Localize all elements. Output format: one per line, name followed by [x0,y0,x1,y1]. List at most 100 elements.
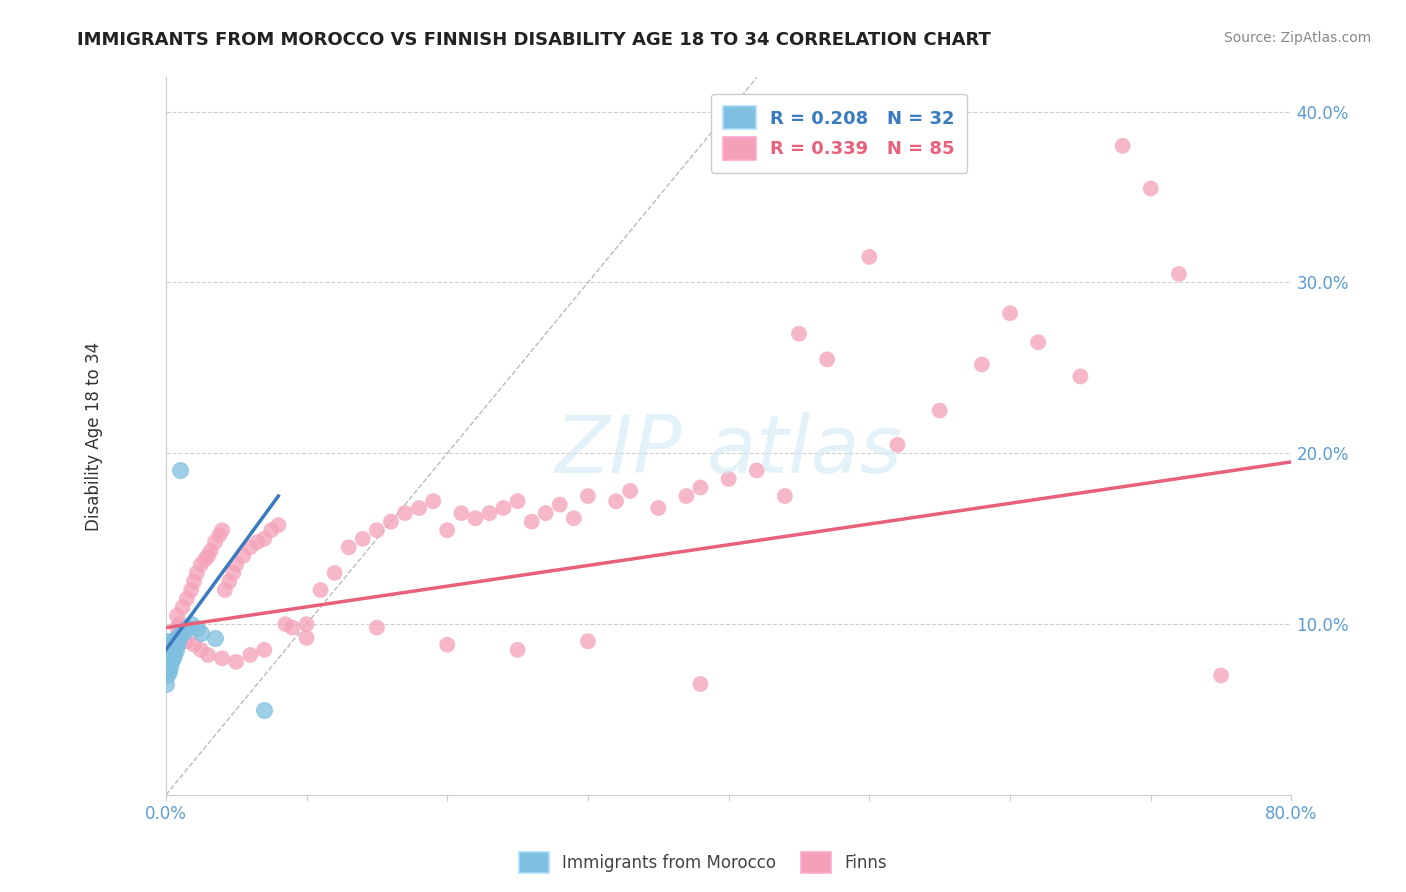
Point [253,532,276,546]
Point [1026,335,1049,350]
Point [156,668,179,682]
Point [214,582,236,597]
Point [309,582,332,597]
Point [156,646,179,660]
Point [506,643,529,657]
Point [436,638,458,652]
Point [260,523,283,537]
Point [197,549,219,563]
Point [183,638,205,652]
Point [225,655,247,669]
Point [295,617,318,632]
Point [211,523,233,537]
Text: IMMIGRANTS FROM MOROCCO VS FINNISH DISABILITY AGE 18 TO 34 CORRELATION CHART: IMMIGRANTS FROM MOROCCO VS FINNISH DISAB… [77,31,991,49]
Point [155,651,177,665]
Point [619,483,641,498]
Point [200,543,222,558]
Point [464,511,486,525]
Point [366,523,388,537]
Point [548,498,571,512]
Point [562,511,585,525]
Point [450,506,472,520]
Point [506,494,529,508]
Point [422,494,444,508]
Point [281,621,304,635]
Point [745,463,768,477]
Point [211,651,233,665]
Point [160,655,183,669]
Point [186,621,208,635]
Legend: R = 0.208   N = 32, R = 0.339   N = 85: R = 0.208 N = 32, R = 0.339 N = 85 [710,94,967,172]
Point [222,566,245,580]
Point [1069,369,1091,384]
Point [176,621,198,635]
Point [157,653,180,667]
Text: ZIP atlas: ZIP atlas [555,411,903,490]
Point [183,574,205,589]
Point [246,535,269,549]
Point [267,518,290,533]
Point [253,643,276,657]
Point [155,665,177,679]
Point [1139,181,1161,195]
Point [172,600,194,615]
Point [163,634,186,648]
Point [394,506,416,520]
Point [576,634,599,648]
Point [436,523,458,537]
Point [157,665,180,679]
Point [492,501,515,516]
Point [232,549,254,563]
Point [970,358,993,372]
Text: Source: ZipAtlas.com: Source: ZipAtlas.com [1223,31,1371,45]
Point [274,617,297,632]
Point [169,627,191,641]
Point [218,574,240,589]
Point [323,566,346,580]
Point [166,621,188,635]
Point [253,703,276,717]
Point [337,541,360,555]
Point [165,643,187,657]
Legend: Immigrants from Morocco, Finns: Immigrants from Morocco, Finns [512,846,894,880]
Point [197,648,219,662]
Point [180,617,202,632]
Point [689,677,711,691]
Point [408,501,430,516]
Point [169,625,191,640]
Point [162,640,184,654]
Point [159,660,181,674]
Point [380,515,402,529]
Point [239,541,262,555]
Point [156,634,179,648]
Point [605,494,627,508]
Point [162,634,184,648]
Point [295,631,318,645]
Point [478,506,501,520]
Point [815,352,838,367]
Point [166,638,188,652]
Y-axis label: Disability Age 18 to 34: Disability Age 18 to 34 [86,342,103,531]
Point [162,651,184,665]
Point [1209,668,1232,682]
Point [647,501,669,516]
Point [576,489,599,503]
Point [886,438,908,452]
Point [208,528,231,542]
Point [194,552,217,566]
Point [787,326,810,341]
Point [204,535,226,549]
Point [190,643,212,657]
Point [1167,267,1189,281]
Point [366,621,388,635]
Point [998,306,1021,320]
Point [858,250,880,264]
Point [352,532,374,546]
Point [239,648,262,662]
Point [1111,138,1133,153]
Point [165,631,187,645]
Point [675,489,697,503]
Point [520,515,543,529]
Point [190,625,212,640]
Point [689,481,711,495]
